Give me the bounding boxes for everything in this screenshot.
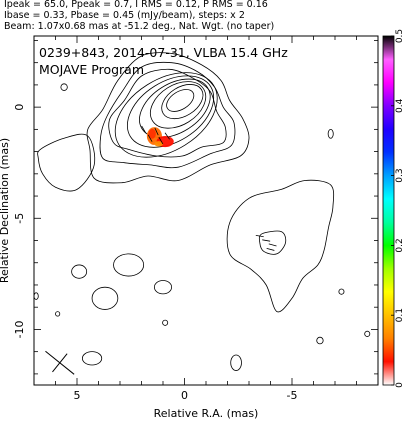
contour-layer — [34, 52, 371, 371]
polarization-vector — [255, 234, 264, 238]
core-contour — [161, 84, 204, 120]
small-contour — [162, 319, 169, 326]
y-tick-label: -10 — [13, 320, 26, 338]
colorbar-tick-label: 0.5 — [395, 29, 405, 43]
polarization-vector — [158, 136, 164, 145]
small-contour — [71, 264, 88, 279]
colorbar-gradient — [382, 35, 395, 386]
small-contour — [113, 253, 145, 277]
x-axis-label: Relative R.A. (mas) — [154, 407, 259, 420]
colorbar-tick-label: 0.1 — [395, 308, 405, 322]
outer-contour — [86, 52, 250, 184]
jet-contour — [258, 230, 287, 255]
polarization-vector — [147, 134, 153, 142]
x-tick-label: -5 — [287, 389, 298, 402]
polarization-vector — [164, 132, 170, 140]
polarization-vector — [154, 127, 159, 136]
core-contour — [126, 75, 215, 148]
y-axis: 0 -5 -10 — [13, 40, 378, 375]
small-contour — [34, 292, 39, 300]
beam-ellipse-layer — [45, 350, 75, 375]
plot-frame — [33, 35, 379, 386]
y-axis-label: Relative Declination (mas) — [0, 138, 11, 283]
polarization-vector — [266, 247, 275, 251]
small-contour — [81, 351, 103, 366]
y-tick-label: 0 — [13, 104, 26, 111]
core-contour — [166, 89, 195, 112]
small-contour — [338, 288, 345, 295]
core-contour — [150, 81, 207, 129]
header-line-2: Ibase = 0.33, Pbase = 0.45 (mJy/beam), s… — [4, 10, 245, 21]
colorbar-tick-label: 0.4 — [395, 98, 405, 113]
x-axis: 5 0 -5 — [33, 36, 379, 402]
core-contour — [139, 78, 211, 138]
panel-title: 0239+843, 2014-07-31, VLBA 15.4 GHz — [39, 45, 288, 60]
small-contour — [230, 354, 242, 371]
polarization-layer — [146, 127, 174, 148]
polarization-patch — [154, 141, 163, 147]
jet-contour — [226, 179, 335, 313]
small-contour — [55, 311, 61, 317]
header-line-1: Ipeak = 65.0, Ppeak = 0.7, I RMS = 0.12,… — [4, 0, 268, 10]
outer-contour — [108, 68, 227, 158]
small-contour — [364, 330, 371, 337]
polarization-vector — [141, 125, 146, 134]
colorbar-tick-label: 0 — [395, 382, 405, 388]
x-tick-label: 0 — [181, 389, 188, 402]
outer-contour — [37, 133, 96, 192]
small-contour — [153, 280, 172, 295]
small-contour — [91, 286, 119, 310]
polarization-vector — [268, 243, 277, 247]
colorbar-tick-label: 0.3 — [395, 168, 405, 182]
small-contour — [327, 128, 334, 139]
y-tick-label: -5 — [13, 213, 26, 224]
panel-subtitle: MOJAVE Program — [39, 62, 145, 77]
polarization-patch — [148, 128, 156, 139]
header-line-3: Beam: 1.07x0.68 mas at -51.2 deg., Nat. … — [4, 21, 275, 32]
outer-contour — [99, 61, 236, 169]
colorbar: 0 0.1 0.2 0.3 0.4 0.5 — [382, 29, 405, 388]
polarization-vector-layer — [141, 125, 277, 251]
small-contour — [60, 83, 68, 91]
colorbar-tick-label: 0.2 — [395, 238, 405, 252]
beam-minor-axis — [52, 353, 68, 373]
x-tick-label: 5 — [74, 389, 81, 402]
polarization-vector — [262, 239, 271, 242]
small-contour — [316, 336, 324, 345]
